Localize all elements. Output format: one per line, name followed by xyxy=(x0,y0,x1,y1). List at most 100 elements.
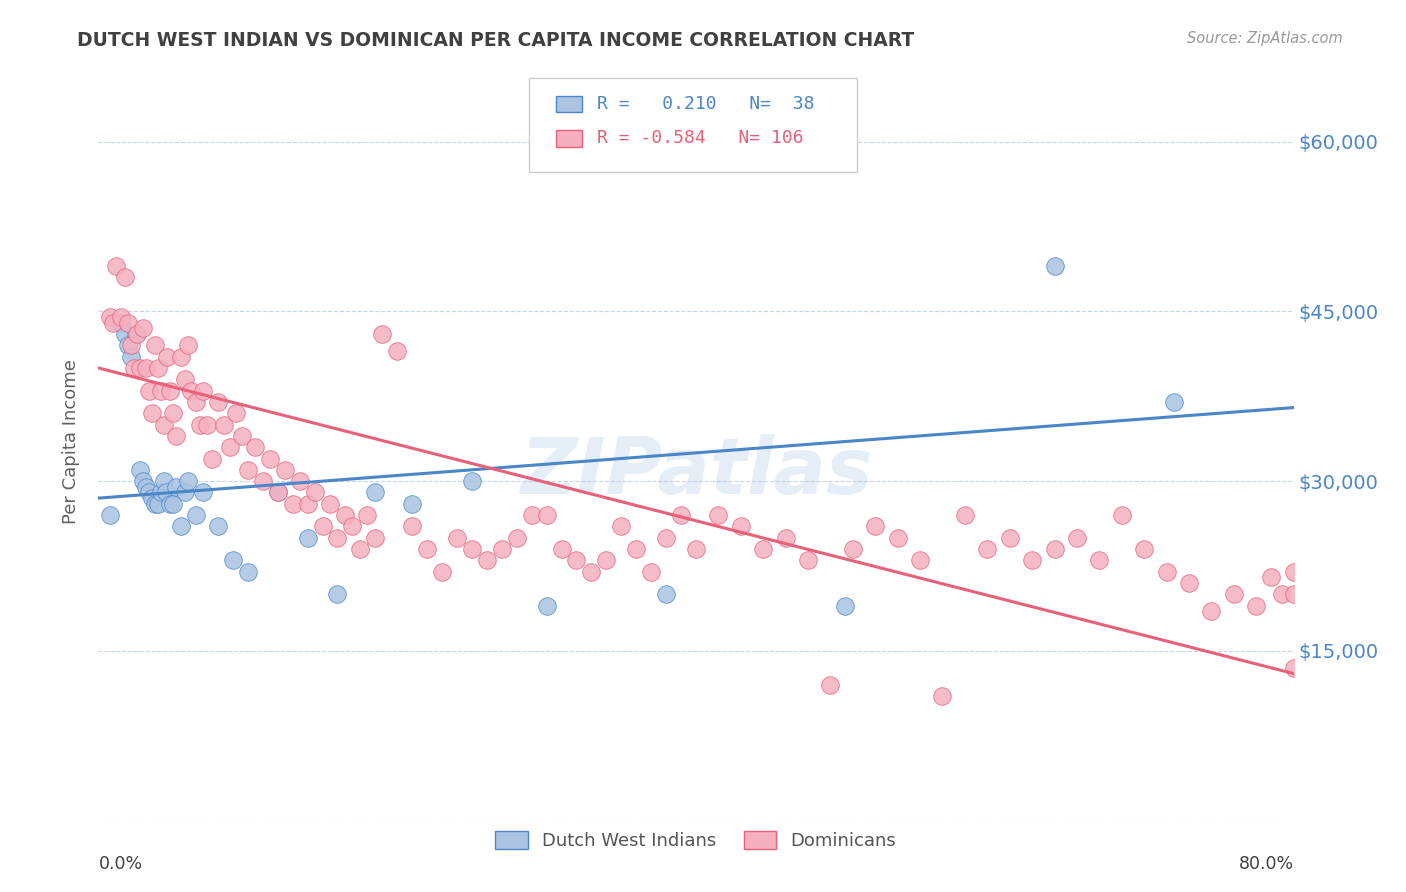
Point xyxy=(976,542,998,557)
Point xyxy=(752,542,775,557)
Point xyxy=(1223,587,1246,601)
Point xyxy=(342,519,364,533)
Point xyxy=(165,429,187,443)
Point xyxy=(707,508,730,522)
Point xyxy=(430,565,453,579)
Point xyxy=(1178,576,1201,591)
Point xyxy=(1021,553,1043,567)
Point xyxy=(245,440,267,454)
Point xyxy=(165,480,187,494)
Point xyxy=(775,531,797,545)
Point xyxy=(150,485,173,500)
Point xyxy=(669,508,692,522)
Point xyxy=(231,429,253,443)
Point xyxy=(132,474,155,488)
Point xyxy=(132,321,155,335)
Point xyxy=(207,395,229,409)
Point xyxy=(461,542,484,557)
Point xyxy=(581,565,603,579)
Point xyxy=(364,485,387,500)
Point xyxy=(491,542,513,557)
Point xyxy=(1133,542,1156,557)
Point xyxy=(138,485,160,500)
Point xyxy=(953,508,976,522)
Point xyxy=(536,508,558,522)
Point xyxy=(1043,259,1066,273)
Point xyxy=(288,474,311,488)
Point xyxy=(1111,508,1133,522)
Point xyxy=(319,497,342,511)
Point xyxy=(98,310,122,324)
Point xyxy=(685,542,707,557)
Point xyxy=(219,440,242,454)
Point xyxy=(114,326,136,341)
Point xyxy=(197,417,219,432)
Point xyxy=(191,384,214,398)
Point xyxy=(207,519,229,533)
Point xyxy=(177,474,200,488)
Point xyxy=(842,542,865,557)
Point xyxy=(797,553,820,567)
Text: Source: ZipAtlas.com: Source: ZipAtlas.com xyxy=(1187,31,1343,46)
Point xyxy=(153,474,176,488)
Point xyxy=(162,497,184,511)
Point xyxy=(446,531,468,545)
Point xyxy=(252,474,274,488)
Point xyxy=(1260,570,1282,584)
Point xyxy=(169,519,191,533)
Text: R = -0.584   N= 106: R = -0.584 N= 106 xyxy=(596,129,803,147)
FancyBboxPatch shape xyxy=(557,95,582,112)
Point xyxy=(153,417,176,432)
Point xyxy=(141,491,163,505)
Point xyxy=(311,519,333,533)
Point xyxy=(461,474,484,488)
Point xyxy=(236,463,259,477)
Point xyxy=(124,361,146,376)
Point xyxy=(550,542,572,557)
Text: ZIPatlas: ZIPatlas xyxy=(520,434,872,510)
Point xyxy=(267,485,290,500)
Point xyxy=(356,508,378,522)
Point xyxy=(98,508,122,522)
Point xyxy=(520,508,543,522)
Point xyxy=(333,508,356,522)
Point xyxy=(114,270,136,285)
Point xyxy=(117,338,139,352)
Point xyxy=(1282,587,1305,601)
Legend: Dutch West Indians, Dominicans: Dutch West Indians, Dominicans xyxy=(488,823,904,857)
Point xyxy=(135,361,157,376)
Point xyxy=(150,384,173,398)
Point xyxy=(371,326,394,341)
Point xyxy=(1163,395,1185,409)
Point xyxy=(820,678,842,692)
Point xyxy=(1201,604,1223,618)
Point xyxy=(1271,587,1294,601)
Point xyxy=(127,326,149,341)
Point xyxy=(416,542,439,557)
Point xyxy=(110,316,132,330)
Point xyxy=(998,531,1021,545)
Point xyxy=(184,508,207,522)
Point xyxy=(297,497,319,511)
Text: 0.0%: 0.0% xyxy=(98,855,142,872)
Point xyxy=(364,531,387,545)
Point xyxy=(143,497,166,511)
Point xyxy=(349,542,371,557)
Point xyxy=(1066,531,1088,545)
Point xyxy=(326,587,349,601)
Point xyxy=(595,553,617,567)
Point xyxy=(1156,565,1178,579)
Point xyxy=(259,451,281,466)
Point xyxy=(159,384,181,398)
Point xyxy=(148,361,170,376)
Point xyxy=(1088,553,1111,567)
Point xyxy=(385,344,409,359)
Point xyxy=(1282,565,1305,579)
Point xyxy=(125,326,148,341)
Point xyxy=(274,463,297,477)
Point xyxy=(129,463,152,477)
Point xyxy=(117,316,139,330)
Point xyxy=(475,553,498,567)
Point xyxy=(536,599,558,613)
Point xyxy=(908,553,931,567)
